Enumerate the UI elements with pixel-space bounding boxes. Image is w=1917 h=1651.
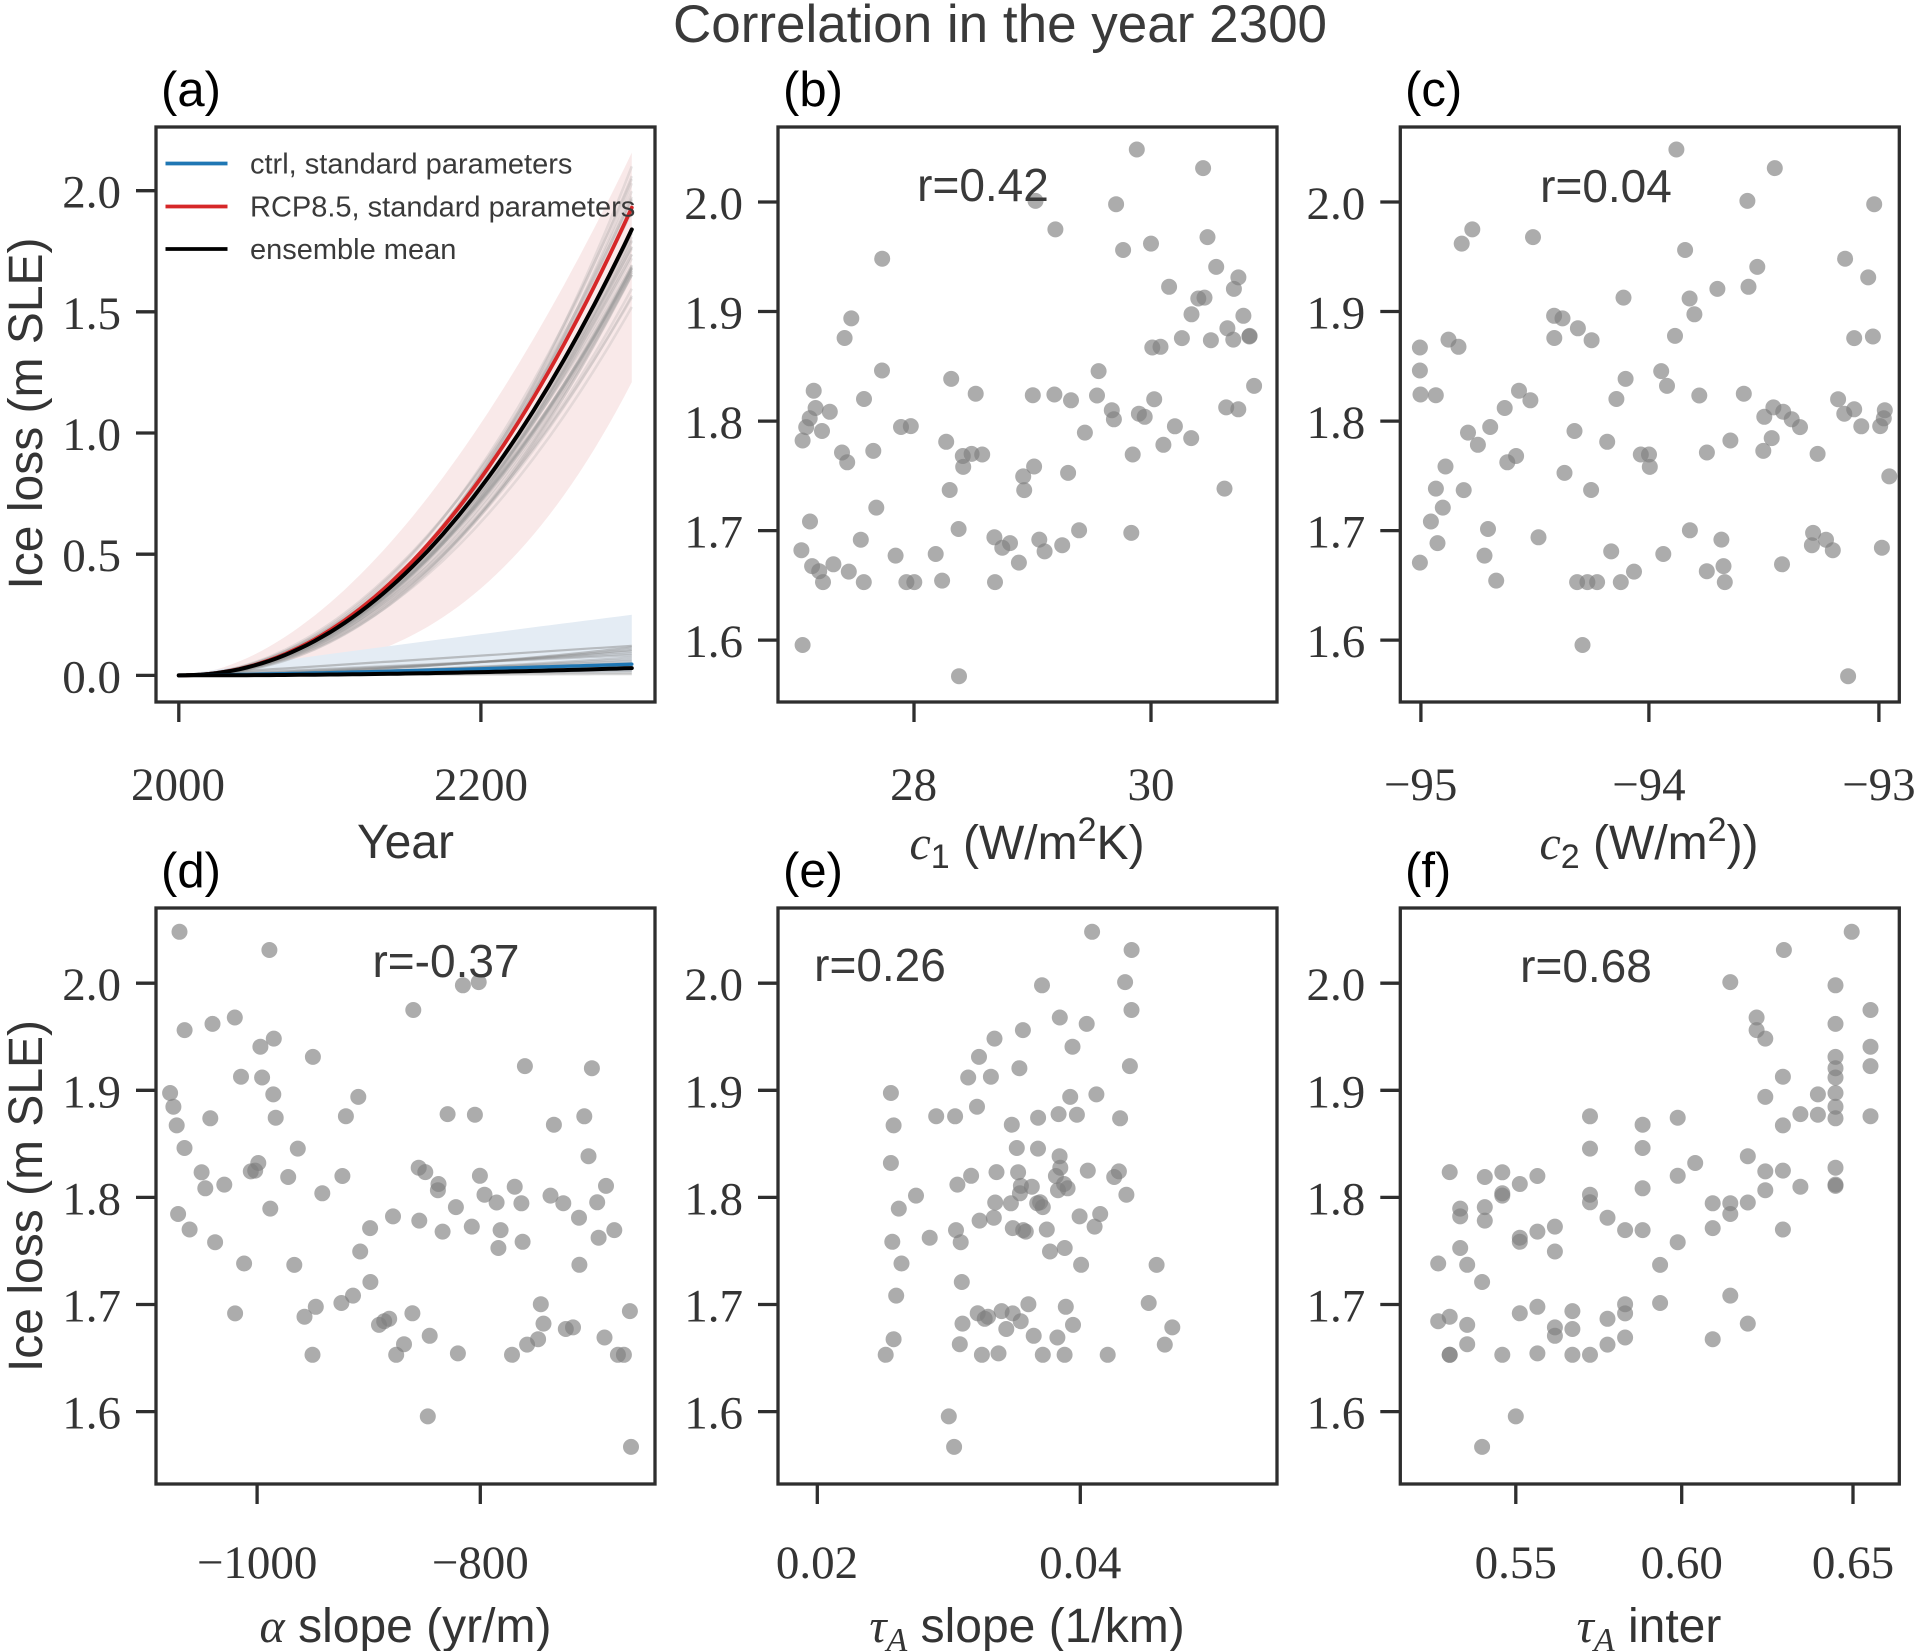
svg-text:Ice loss (m SLE): Ice loss (m SLE) [0,1020,53,1372]
svg-text:−94: −94 [1612,759,1686,811]
svg-text:(f): (f) [1405,844,1451,898]
svg-text:0.0: 0.0 [62,651,121,703]
svg-text:Ice loss (m SLE): Ice loss (m SLE) [0,237,53,589]
svg-text:ctrl, standard parameters: ctrl, standard parameters [250,149,572,181]
svg-text:2200: 2200 [434,759,528,811]
svg-text:1.8: 1.8 [1307,397,1366,449]
svg-text:Correlation in the year 2300: Correlation in the year 2300 [673,0,1327,54]
svg-text:0.65: 0.65 [1812,1537,1894,1589]
svg-text:−1000: −1000 [197,1537,318,1589]
svg-text:28: 28 [890,759,937,811]
svg-text:(b): (b) [783,63,843,117]
svg-text:1.7: 1.7 [1307,507,1366,559]
svg-text:r=0.26: r=0.26 [814,939,946,991]
svg-text:(d): (d) [161,844,221,898]
svg-text:1.9: 1.9 [684,1066,743,1118]
svg-text:c2 (W/m2)): c2 (W/m2)) [1539,811,1758,876]
svg-text:r=-0.37: r=-0.37 [372,935,519,987]
svg-text:1.7: 1.7 [1307,1281,1366,1333]
svg-text:1.9: 1.9 [1307,1066,1366,1118]
svg-text:1.6: 1.6 [1307,616,1366,668]
svg-text:ensemble mean: ensemble mean [250,234,456,266]
svg-text:1.6: 1.6 [684,1388,743,1440]
svg-text:r=0.42: r=0.42 [917,159,1049,211]
svg-text:1.9: 1.9 [1307,288,1366,340]
svg-text:τA slope (1/km): τA slope (1/km) [869,1600,1184,1651]
svg-text:c1 (W/m2K): c1 (W/m2K) [909,811,1144,876]
svg-text:RCP8.5, standard parameters: RCP8.5, standard parameters [250,192,635,224]
svg-text:1.9: 1.9 [684,288,743,340]
svg-text:1.7: 1.7 [62,1281,121,1333]
svg-text:1.9: 1.9 [62,1066,121,1118]
svg-text:0.02: 0.02 [776,1537,858,1589]
svg-text:r=0.04: r=0.04 [1540,160,1672,212]
svg-text:(e): (e) [783,844,843,898]
svg-text:1.8: 1.8 [62,1173,121,1225]
svg-text:2.0: 2.0 [1307,959,1366,1011]
svg-text:Year: Year [357,816,454,869]
svg-text:α slope (yr/m): α slope (yr/m) [260,1600,552,1651]
svg-text:2000: 2000 [131,759,225,811]
svg-text:0.5: 0.5 [62,530,121,582]
svg-text:r=0.68: r=0.68 [1520,940,1652,992]
svg-text:1.6: 1.6 [684,616,743,668]
svg-text:2.0: 2.0 [62,167,121,219]
svg-text:1.7: 1.7 [684,1281,743,1333]
svg-text:2.0: 2.0 [684,959,743,1011]
svg-text:30: 30 [1128,759,1175,811]
svg-text:2.0: 2.0 [62,959,121,1011]
svg-text:1.6: 1.6 [1307,1388,1366,1440]
svg-text:(a): (a) [161,63,221,117]
svg-text:(c): (c) [1405,63,1462,117]
svg-text:1.5: 1.5 [62,288,121,340]
svg-text:0.04: 0.04 [1039,1537,1121,1589]
svg-text:1.8: 1.8 [684,397,743,449]
svg-text:τA inter: τA inter [1577,1600,1722,1651]
svg-text:2.0: 2.0 [684,178,743,230]
svg-text:−800: −800 [432,1537,529,1589]
svg-text:−93: −93 [1842,759,1916,811]
svg-text:0.55: 0.55 [1475,1537,1557,1589]
svg-text:1.6: 1.6 [62,1388,121,1440]
svg-text:2.0: 2.0 [1307,178,1366,230]
svg-text:−95: −95 [1384,759,1458,811]
svg-text:1.8: 1.8 [1307,1173,1366,1225]
svg-text:1.0: 1.0 [62,409,121,461]
svg-text:1.8: 1.8 [684,1173,743,1225]
svg-text:0.60: 0.60 [1641,1537,1723,1589]
svg-text:1.7: 1.7 [684,507,743,559]
